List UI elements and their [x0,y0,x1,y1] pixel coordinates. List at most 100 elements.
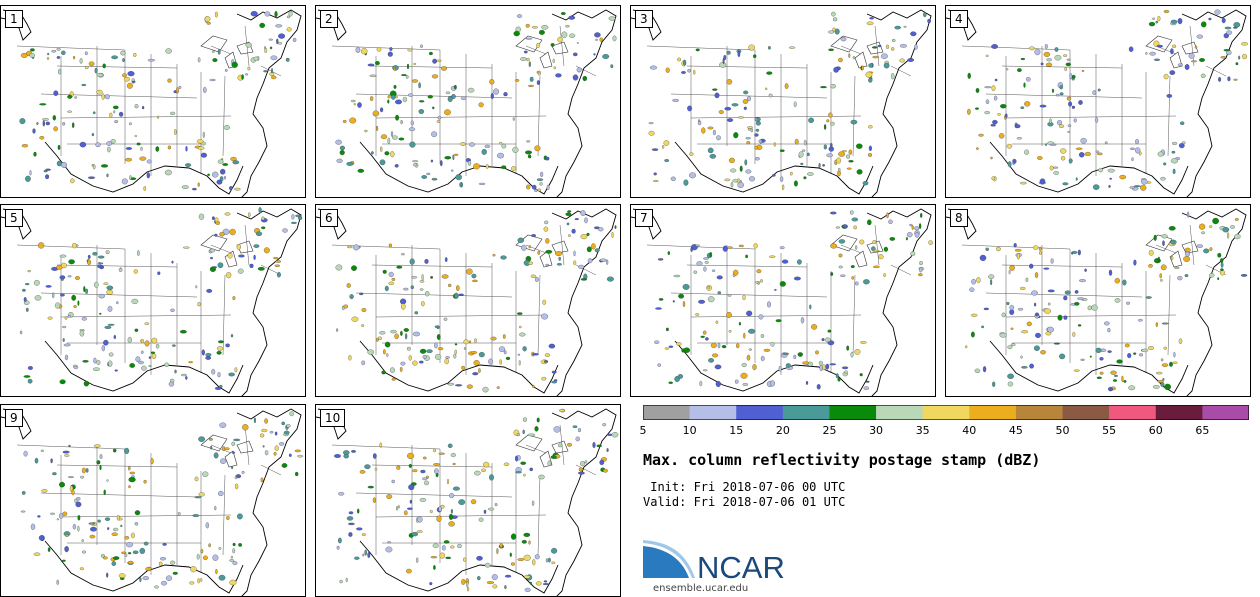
echo-cell [830,121,835,126]
echo-cell [118,573,126,579]
echo-cell [592,441,596,449]
echo-cell [548,343,556,349]
echo-cell [1010,343,1016,347]
echo-cell [1163,162,1167,166]
echo-cell [528,245,532,249]
echo-cell [45,285,52,288]
echo-cell [695,244,700,247]
echo-cell [183,246,190,249]
echo-cell [88,176,95,179]
echo-cell [809,304,812,310]
echo-cell [444,358,449,365]
echo-cell [748,328,756,334]
echo-cell [79,330,85,337]
echo-cell [856,143,863,149]
echo-cell [682,300,686,308]
colorbar-bin [876,405,923,420]
echo-cell [526,57,530,62]
echo-cell [413,62,417,66]
echo-cell [492,253,496,257]
echo-cell [96,73,104,77]
echo-cell [346,161,354,166]
echo-cell [197,302,201,307]
echo-cell [211,266,218,269]
colorbar-tick-label: 15 [729,424,744,437]
echo-cell [416,557,419,563]
echo-cell [745,137,751,140]
echo-cell [1056,120,1063,126]
echo-cell [544,220,549,225]
ncar-wordmark: NCAR [697,550,785,582]
echo-cell [702,330,707,335]
echo-cell [438,452,445,455]
echo-cell [852,56,856,60]
echo-cell [264,46,267,50]
echo-cell [432,58,437,64]
echo-cell [218,490,224,497]
echo-cell [90,522,93,526]
echo-cell [126,82,133,89]
echo-cell [1025,77,1031,82]
echo-cell [578,467,584,472]
echo-cell [108,352,114,357]
echo-cell [526,140,531,143]
member-panel: 10 [315,404,621,597]
echo-cell [1103,321,1110,326]
echo-cell [68,476,74,479]
echo-cell [40,449,44,452]
echo-cell [217,48,221,55]
echo-cell [396,505,398,511]
echo-cell [219,232,225,237]
echo-cell [1238,55,1241,60]
echo-cell [516,14,523,18]
echo-cell [77,525,80,532]
echo-cell [498,346,506,353]
echo-cell [767,301,771,308]
echo-cell [141,105,145,110]
echo-cell [730,181,734,188]
echo-cell [1209,225,1213,228]
echo-cell [91,133,95,137]
echo-cell [755,117,758,122]
echo-cell [275,24,283,28]
echo-cell [413,163,417,167]
echo-cell [143,541,149,546]
echo-cell [210,256,213,260]
echo-cell [1009,309,1015,315]
echo-cell [561,31,568,38]
echo-cell [432,543,439,548]
echo-cell [438,506,442,512]
echo-cell [249,263,254,269]
echo-cell [274,445,279,451]
echo-cell [1155,371,1163,375]
echo-cell [1157,379,1164,383]
echo-cell [1181,141,1186,145]
echo-cell [388,281,395,285]
echo-cell [1149,51,1156,56]
echo-cell [145,567,152,571]
echo-cell [578,471,585,475]
echo-cell [292,37,297,42]
echo-cell [274,10,278,18]
echo-cell [779,281,786,287]
echo-cell [376,47,382,52]
echo-cell [1241,42,1248,46]
echo-cell [744,159,748,166]
echo-cell [426,349,433,354]
echo-cell [230,156,237,162]
echo-cell [1160,264,1167,271]
echo-cell [1072,331,1076,337]
echo-cell [437,347,444,351]
echo-cell [478,368,481,373]
echo-cell [238,543,242,547]
echo-cell [527,433,536,437]
echo-cell [150,351,156,354]
colorbar-bin [1202,405,1249,420]
echo-cell [70,178,75,184]
echo-cell [346,516,354,521]
echo-cell [515,471,522,474]
echo-cell [97,265,103,268]
echo-cell [727,294,732,297]
echo-cell [81,317,87,321]
echo-cell [474,338,477,343]
